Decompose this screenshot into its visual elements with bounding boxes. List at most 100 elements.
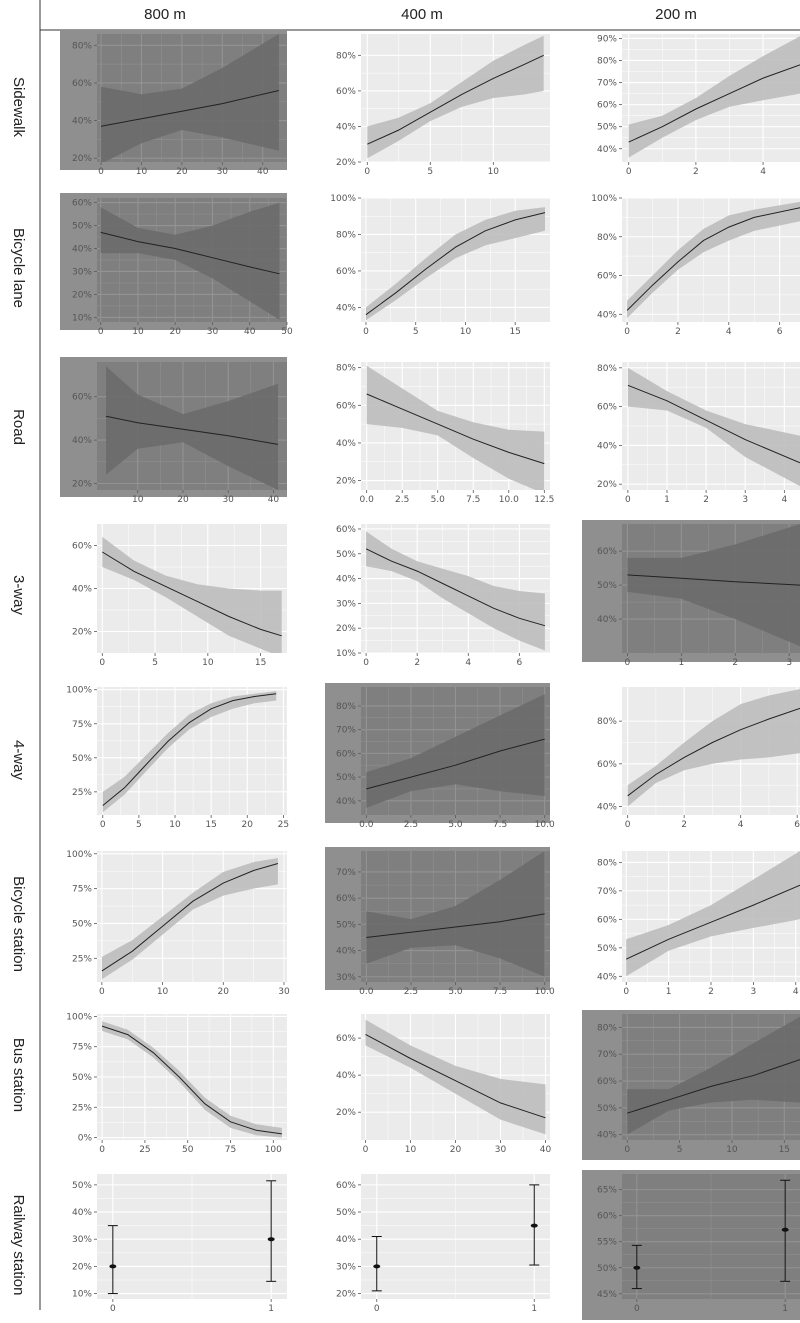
y-tick-label: 40% [72, 1208, 92, 1218]
y-tick-label: 40% [336, 797, 356, 807]
y-tick-label: 80% [597, 364, 617, 374]
x-tick-label: 20 [177, 495, 189, 505]
y-tick-label: 80% [597, 858, 617, 868]
y-tick-label: 50% [597, 944, 617, 954]
confidence-ribbon [100, 202, 280, 320]
x-tick-label: 7.5 [493, 820, 507, 830]
x-tick-label: 10 [157, 987, 169, 997]
y-tick-label: 40% [72, 436, 92, 446]
y-tick-label: 30% [72, 267, 92, 277]
y-tick-label: 100% [66, 850, 92, 860]
row-title-railway-station: Railway station [10, 1195, 27, 1296]
confidence-ribbon [627, 1016, 800, 1135]
x-tick-label: 0 [98, 167, 104, 177]
y-tick-label: 60% [597, 1077, 617, 1087]
y-tick-label: 80% [597, 56, 617, 66]
y-tick-label: 40% [336, 1235, 356, 1245]
y-tick-label: 40% [336, 439, 356, 449]
error-bar [107, 1225, 118, 1295]
panel-bicycle-station-200-m: 40% 50% 60% 70% 80% 0 1 2 3 4 [597, 851, 800, 997]
y-tick-label: 20% [72, 628, 92, 638]
x-tick-label: 0 [634, 1304, 640, 1314]
y-tick-label: 60% [336, 401, 356, 411]
error-bar [780, 1179, 791, 1282]
x-tick-label: 1 [664, 495, 670, 505]
fit-line [105, 415, 279, 445]
x-tick-label: 10 [202, 658, 214, 668]
fit-line [102, 693, 277, 806]
x-tick-label: 5 [413, 327, 419, 337]
y-tick-label: 20% [336, 477, 356, 487]
confidence-ribbon [102, 691, 277, 813]
x-tick-label: 7.5 [493, 987, 507, 997]
y-tick-label: 10% [72, 313, 92, 323]
x-tick-label: 50 [182, 1145, 194, 1155]
y-tick-label: 60% [72, 542, 92, 552]
x-tick-label: 2 [414, 658, 420, 668]
y-tick-label: 40% [597, 441, 617, 451]
y-tick-label: 80% [336, 364, 356, 374]
y-tick-label: 60% [72, 393, 92, 403]
fit-line [627, 574, 800, 586]
y-tick-label: 25% [72, 1103, 92, 1113]
y-tick-label: 40% [72, 117, 92, 127]
fit-line [100, 231, 280, 275]
y-tick-label: 50% [72, 1181, 92, 1191]
confidence-ribbon [101, 858, 278, 980]
y-tick-label: 50% [597, 581, 617, 591]
y-tick-label: 50% [72, 919, 92, 929]
x-tick-label: 30 [222, 495, 234, 505]
confidence-ribbon [106, 366, 278, 490]
x-tick-label: 0 [363, 1145, 369, 1155]
fit-line [365, 212, 546, 316]
fit-line [101, 863, 279, 972]
fit-line [627, 707, 800, 797]
point-estimate [530, 1223, 538, 1228]
y-tick-label: 75% [72, 885, 92, 895]
x-tick-label: 25 [278, 820, 289, 830]
x-tick-label: 2.5 [395, 495, 409, 505]
y-tick-label: 60% [597, 760, 617, 770]
y-tick-label: 60% [336, 1034, 356, 1044]
x-tick-label: 10 [405, 1145, 417, 1155]
x-tick-label: 0 [623, 987, 629, 997]
panel-sidewalk-400-m: 20% 40% 60% 80% 0 5 10 [336, 34, 550, 177]
point-estimate [267, 1237, 275, 1242]
confidence-ribbon [628, 36, 800, 158]
x-tick-label: 0 [363, 658, 369, 668]
x-tick-label: 10 [726, 1145, 738, 1155]
x-tick-label: 0 [625, 495, 631, 505]
x-tick-label: 10.0 [535, 987, 555, 997]
y-tick-label: 40% [72, 245, 92, 255]
x-tick-label: 0.0 [360, 495, 375, 505]
x-tick-label: 10 [136, 167, 148, 177]
row-title-bicycle-lane: Bicycle lane [10, 228, 27, 308]
y-tick-label: 90% [597, 34, 617, 44]
point-estimate [109, 1264, 117, 1269]
x-tick-label: 2.5 [404, 987, 418, 997]
x-tick-label: 6 [516, 658, 522, 668]
x-tick-label: 20 [176, 167, 188, 177]
y-tick-label: 20% [336, 158, 356, 168]
plot-background [97, 687, 287, 815]
confidence-ribbon [102, 1021, 282, 1138]
x-tick-label: 1 [666, 987, 672, 997]
y-tick-label: 100% [66, 1012, 92, 1022]
y-tick-label: 40% [597, 972, 617, 982]
y-tick-label: 60% [597, 547, 617, 557]
x-tick-label: 0 [625, 820, 631, 830]
point-estimate [633, 1265, 641, 1270]
y-tick-label: 40% [336, 122, 356, 132]
panel-road-400-m: 20% 40% 60% 80% 0.0 2.5 5.0 7.5 10.0 12.5 [336, 362, 554, 505]
column-title-400m: 400 m [401, 6, 443, 23]
y-tick-label: 40% [336, 947, 356, 957]
y-tick-label: 45% [597, 1290, 617, 1300]
confidence-ribbon [101, 34, 279, 162]
panel-bus-station-200-m: 40% 50% 60% 70% 80% 0 5 10 15 [582, 1010, 800, 1160]
y-tick-label: 20% [597, 480, 617, 490]
panel-bus-station-800-m: 0% 25% 50% 75% 100% 0 25 50 75 100 [66, 1012, 287, 1155]
y-tick-label: 50% [597, 1104, 617, 1114]
x-tick-label: 5.0 [448, 820, 463, 830]
x-tick-label: 30 [495, 1145, 507, 1155]
